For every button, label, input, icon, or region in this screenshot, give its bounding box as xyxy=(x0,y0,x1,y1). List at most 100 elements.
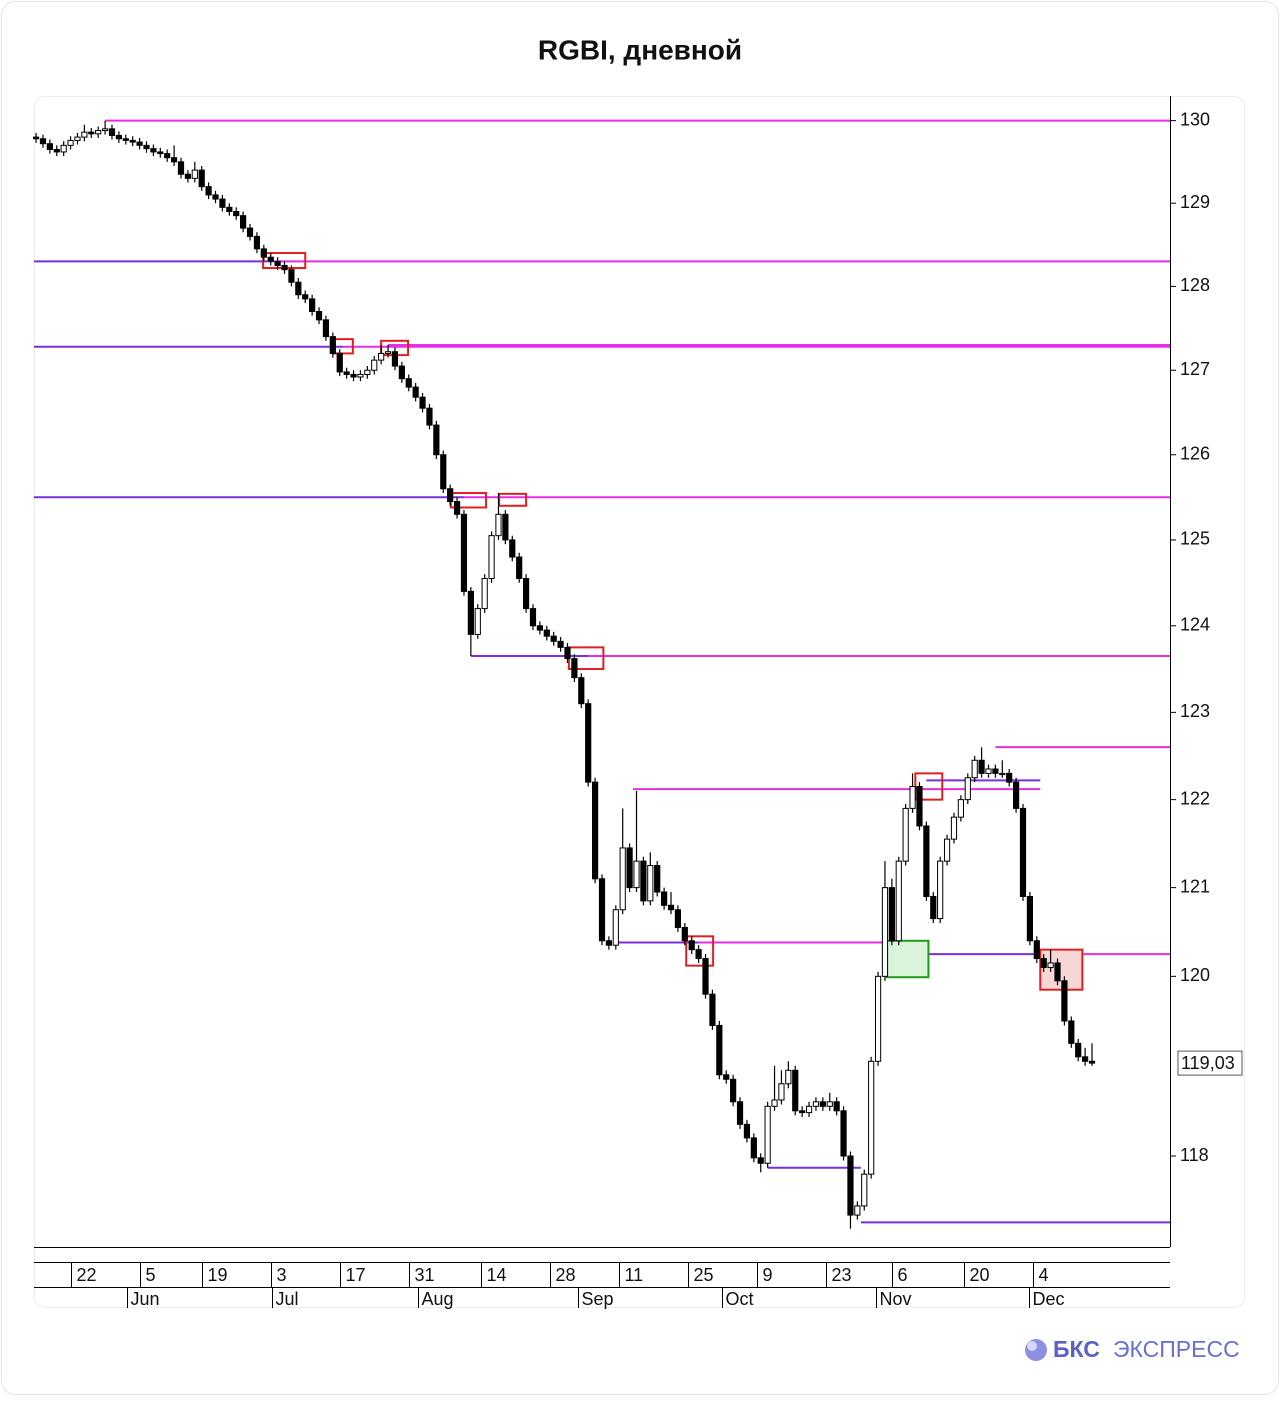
candle-body xyxy=(902,807,909,862)
highlight-box xyxy=(498,492,528,507)
candle-body xyxy=(136,141,143,146)
candle-body xyxy=(95,130,102,135)
candle-body xyxy=(702,958,709,995)
candle-body xyxy=(309,298,316,312)
candle-body xyxy=(460,513,468,592)
candle-body xyxy=(985,768,992,774)
candle-body xyxy=(502,513,509,541)
y-tick-label: 123 xyxy=(1180,701,1210,721)
candle-body xyxy=(743,1123,751,1139)
candle-body xyxy=(930,895,937,920)
candle-body xyxy=(812,1101,820,1107)
candle-body xyxy=(1054,962,1061,982)
y-tick-label: 124 xyxy=(1180,615,1210,635)
candle-body xyxy=(950,816,958,840)
candle-body xyxy=(39,138,47,145)
candle-body xyxy=(253,235,261,250)
candle-body xyxy=(191,169,198,179)
x-tick-label: 3 xyxy=(277,1265,287,1285)
y-tick-label: 129 xyxy=(1180,192,1210,212)
candle-body xyxy=(750,1137,757,1159)
y-tick-label: 122 xyxy=(1180,788,1210,808)
candle-body xyxy=(598,878,606,942)
candle-body xyxy=(757,1157,764,1164)
highlight-box xyxy=(886,939,930,979)
candle-body xyxy=(833,1101,840,1112)
candle-body xyxy=(74,136,81,141)
candle-body xyxy=(350,373,357,378)
candle-body xyxy=(792,1069,799,1112)
candle-body xyxy=(164,153,171,159)
candle-body xyxy=(329,336,336,354)
candle-body xyxy=(447,488,454,503)
candle-body xyxy=(626,847,633,889)
candle-body xyxy=(874,975,882,1062)
candle-body xyxy=(888,887,895,942)
candle-body xyxy=(46,143,53,150)
last-price-label: 119,03 xyxy=(1181,1053,1235,1073)
candle-body xyxy=(1033,940,1040,960)
candle-body xyxy=(826,1101,833,1107)
brand-suffix: ЭКСПРЕСС xyxy=(1113,1336,1240,1362)
candle-body xyxy=(288,269,295,283)
candle-layer xyxy=(32,120,1096,1229)
candle-body xyxy=(819,1101,826,1107)
candle-body xyxy=(343,371,350,375)
candle-body xyxy=(640,860,647,902)
candle-body xyxy=(495,513,502,537)
candle-body xyxy=(895,860,902,942)
y-tick-label: 121 xyxy=(1180,876,1210,896)
x-tick-label: 5 xyxy=(146,1265,156,1285)
candle-body xyxy=(378,352,385,361)
y-tick-label: 128 xyxy=(1180,275,1210,295)
candle-body xyxy=(115,134,122,140)
candle-body xyxy=(716,1024,723,1076)
candle-body xyxy=(736,1101,744,1125)
candle-body xyxy=(709,993,716,1026)
candle-body xyxy=(647,865,654,902)
candle-body xyxy=(184,173,192,179)
candle-body xyxy=(171,157,178,163)
candle-body xyxy=(426,407,433,426)
candle-body xyxy=(578,677,585,705)
candle-body xyxy=(516,556,523,579)
candle-body xyxy=(605,940,613,946)
axis-layer: 118 120 121 122 123 124 125 126 127 128 129 130 119,… xyxy=(34,96,1243,1309)
y-tick-label: 130 xyxy=(1180,109,1210,129)
candle-body xyxy=(661,891,668,906)
candle-body xyxy=(233,210,240,217)
candle-body xyxy=(971,759,978,779)
month-tick-label: Jul xyxy=(276,1289,299,1309)
candle-body xyxy=(854,1205,861,1216)
candle-body xyxy=(32,136,40,140)
candle-body xyxy=(81,131,88,138)
candle-body xyxy=(764,1105,771,1164)
candle-body xyxy=(315,310,323,321)
x-tick-label: 20 xyxy=(970,1265,990,1285)
candle-body xyxy=(591,781,599,880)
candle-body xyxy=(336,352,343,373)
candle-body xyxy=(212,194,219,200)
x-tick-label: 25 xyxy=(694,1265,714,1285)
candle-body xyxy=(1047,962,1054,968)
candle-body xyxy=(681,926,688,942)
candle-body xyxy=(771,1099,778,1107)
candle-body xyxy=(695,949,702,960)
candle-body xyxy=(585,703,592,783)
candle-body xyxy=(1075,1042,1082,1058)
candle-body xyxy=(122,138,129,141)
candle-body xyxy=(1026,895,1033,942)
candle-body xyxy=(60,144,67,153)
candle-body xyxy=(150,148,157,153)
candle-body xyxy=(240,215,247,229)
candle-body xyxy=(778,1083,785,1101)
candle-body xyxy=(1012,781,1020,809)
chart-title: RGBI, дневной xyxy=(538,34,742,65)
candle-body xyxy=(205,186,212,196)
y-tick-label: 118 xyxy=(1180,1145,1209,1165)
candle-body xyxy=(805,1105,813,1114)
candle-body xyxy=(550,635,557,642)
month-tick-label: Sep xyxy=(582,1289,614,1309)
candle-body xyxy=(302,294,309,300)
